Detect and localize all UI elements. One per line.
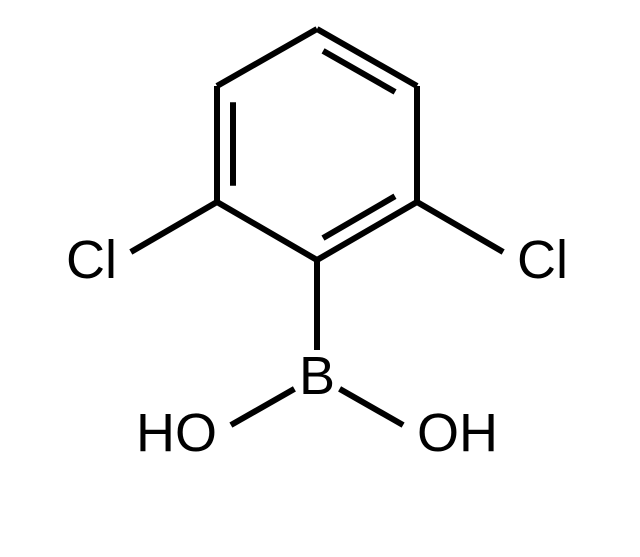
atom-label-cl2: Cl [66,230,117,290]
atom-label-oh2: OH [417,403,498,463]
bond [131,202,217,252]
bond [231,389,295,425]
bond [323,51,395,92]
bond [417,202,503,252]
bond [217,202,317,260]
bond [217,29,317,86]
molecule-diagram: Cl Cl B HO OH [0,0,640,557]
atom-label-oh1: HO [136,403,217,463]
atom-label-cl6: Cl [517,230,568,290]
atom-label-b: B [299,346,335,406]
bond [323,196,395,238]
bond [340,389,404,425]
